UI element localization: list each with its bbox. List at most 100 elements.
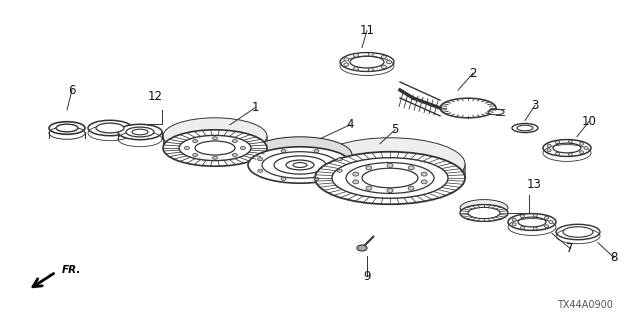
Ellipse shape [408, 186, 414, 190]
Ellipse shape [517, 125, 533, 131]
Ellipse shape [508, 214, 556, 230]
Ellipse shape [518, 217, 546, 227]
Ellipse shape [344, 63, 349, 66]
Ellipse shape [193, 140, 198, 143]
Ellipse shape [387, 60, 392, 64]
Ellipse shape [520, 226, 525, 229]
Ellipse shape [512, 218, 516, 221]
Ellipse shape [184, 147, 189, 149]
Ellipse shape [241, 147, 246, 149]
Ellipse shape [281, 177, 286, 180]
Ellipse shape [547, 149, 551, 152]
Ellipse shape [163, 130, 267, 166]
Ellipse shape [584, 147, 588, 149]
Ellipse shape [408, 166, 414, 170]
Text: 8: 8 [611, 251, 618, 264]
Ellipse shape [337, 169, 342, 172]
Ellipse shape [248, 147, 352, 183]
Ellipse shape [468, 207, 500, 219]
Ellipse shape [212, 137, 218, 140]
Ellipse shape [512, 124, 538, 132]
Ellipse shape [366, 166, 372, 170]
Text: 6: 6 [68, 84, 76, 97]
Ellipse shape [232, 153, 237, 156]
Ellipse shape [387, 188, 393, 193]
Ellipse shape [56, 124, 78, 132]
Ellipse shape [340, 52, 394, 71]
Ellipse shape [350, 56, 384, 68]
Ellipse shape [366, 186, 372, 190]
Ellipse shape [520, 215, 525, 218]
Ellipse shape [353, 67, 358, 70]
Ellipse shape [553, 143, 581, 153]
Ellipse shape [533, 227, 538, 230]
Ellipse shape [232, 140, 237, 143]
Ellipse shape [132, 129, 148, 135]
Ellipse shape [580, 151, 584, 154]
Ellipse shape [281, 149, 286, 153]
Ellipse shape [195, 141, 235, 155]
Text: 5: 5 [391, 123, 399, 136]
Ellipse shape [556, 141, 559, 144]
Ellipse shape [533, 214, 538, 217]
Ellipse shape [543, 140, 591, 156]
Text: 11: 11 [360, 24, 374, 37]
Text: 4: 4 [346, 118, 354, 131]
Ellipse shape [353, 180, 359, 184]
Ellipse shape [369, 53, 373, 56]
Text: TX44A0900: TX44A0900 [557, 300, 613, 310]
Ellipse shape [314, 149, 319, 153]
Ellipse shape [248, 137, 352, 173]
Text: 13: 13 [527, 179, 541, 191]
Ellipse shape [332, 158, 448, 198]
Ellipse shape [163, 118, 267, 154]
Ellipse shape [440, 98, 496, 118]
Ellipse shape [258, 158, 263, 161]
Text: 9: 9 [364, 269, 371, 283]
Ellipse shape [547, 144, 551, 147]
Ellipse shape [193, 153, 198, 156]
Ellipse shape [545, 216, 548, 219]
Ellipse shape [357, 245, 367, 251]
Ellipse shape [556, 224, 600, 240]
Text: 3: 3 [531, 99, 539, 112]
Ellipse shape [369, 68, 373, 71]
Ellipse shape [512, 223, 516, 226]
Text: 10: 10 [582, 115, 596, 128]
Ellipse shape [556, 152, 559, 155]
Text: 7: 7 [566, 242, 573, 255]
Ellipse shape [212, 156, 218, 159]
Text: 2: 2 [469, 67, 477, 80]
Ellipse shape [421, 172, 428, 176]
Ellipse shape [362, 168, 418, 188]
Ellipse shape [460, 204, 508, 221]
Ellipse shape [387, 164, 393, 167]
Ellipse shape [346, 163, 434, 193]
Ellipse shape [126, 127, 154, 137]
Ellipse shape [353, 172, 359, 176]
Ellipse shape [274, 156, 326, 174]
Ellipse shape [88, 120, 132, 136]
Ellipse shape [545, 225, 548, 228]
Ellipse shape [49, 122, 85, 134]
Ellipse shape [568, 140, 572, 143]
Ellipse shape [460, 200, 508, 216]
Ellipse shape [315, 138, 465, 190]
Ellipse shape [258, 169, 263, 172]
Ellipse shape [293, 163, 307, 167]
Text: 1: 1 [252, 101, 259, 114]
Ellipse shape [421, 180, 428, 184]
Ellipse shape [549, 220, 553, 223]
Text: 12: 12 [147, 90, 163, 102]
Ellipse shape [337, 158, 342, 161]
Ellipse shape [96, 123, 124, 133]
Ellipse shape [580, 142, 584, 145]
Ellipse shape [353, 53, 358, 57]
Ellipse shape [381, 55, 387, 59]
Ellipse shape [315, 152, 465, 204]
Ellipse shape [563, 227, 593, 237]
Text: FR.: FR. [62, 265, 81, 275]
Ellipse shape [344, 58, 349, 61]
Ellipse shape [568, 153, 572, 156]
Ellipse shape [118, 124, 162, 140]
